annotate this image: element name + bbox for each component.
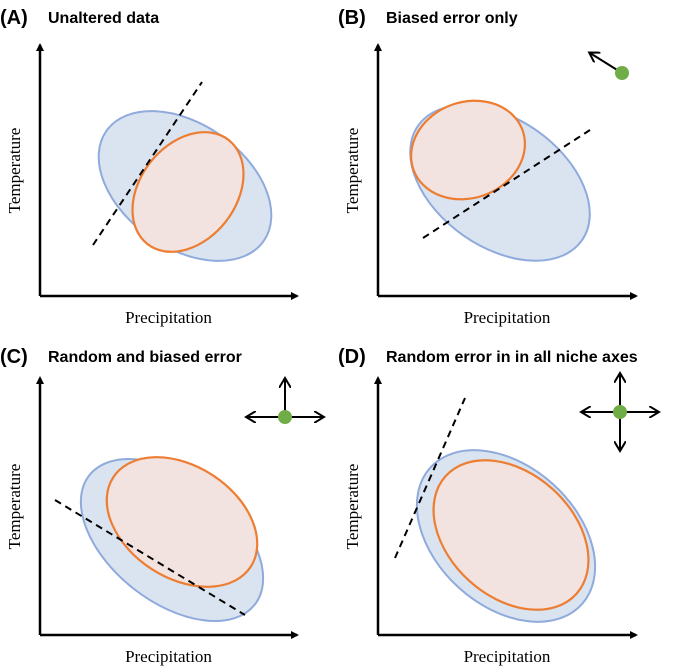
dashed-axis-line: [422, 129, 591, 239]
panel-title: Random error in in all niche axes: [386, 349, 638, 366]
occurrence-point-icon: [278, 410, 292, 424]
x-axis-label: Precipitation: [464, 647, 551, 666]
x-axis-label: Precipitation: [125, 647, 212, 666]
y-axis-label: Temperature: [343, 128, 362, 214]
subset-ellipse: [432, 459, 590, 611]
panel-title: Biased error only: [386, 10, 518, 27]
panel-tag: (A): [0, 7, 28, 29]
panel-tag: (C): [0, 346, 28, 368]
dashed-axis-line: [394, 397, 466, 559]
y-axis-label: Temperature: [5, 128, 24, 214]
panel-tag: (D): [338, 346, 366, 368]
subset-ellipse: [105, 456, 259, 588]
panel-c: (C) Random and biased error Temperature Pre…: [0, 346, 323, 666]
panel-a: (A) Unaltered data Temperature Precipitatio…: [0, 7, 299, 327]
panel-title: Unaltered data: [48, 10, 159, 27]
y-axis-label: Temperature: [5, 464, 24, 550]
subset-ellipse: [131, 131, 245, 253]
y-axis-label: Temperature: [343, 464, 362, 550]
panel-d: (D) Random error in in all niche axes Temp…: [338, 346, 658, 666]
panel-b: (B) Biased error only Temperature Precipita…: [338, 7, 638, 327]
x-axis-label: Precipitation: [125, 308, 212, 327]
x-axis-label: Precipitation: [464, 308, 551, 327]
subset-ellipse: [409, 99, 527, 201]
dashed-axis-line: [92, 81, 203, 246]
occurrence-point-icon: [613, 405, 627, 419]
panel-title: Random and biased error: [48, 349, 242, 366]
dashed-axis-line: [54, 499, 246, 616]
panel-tag: (B): [338, 7, 366, 29]
occurrence-point-icon: [615, 66, 629, 80]
